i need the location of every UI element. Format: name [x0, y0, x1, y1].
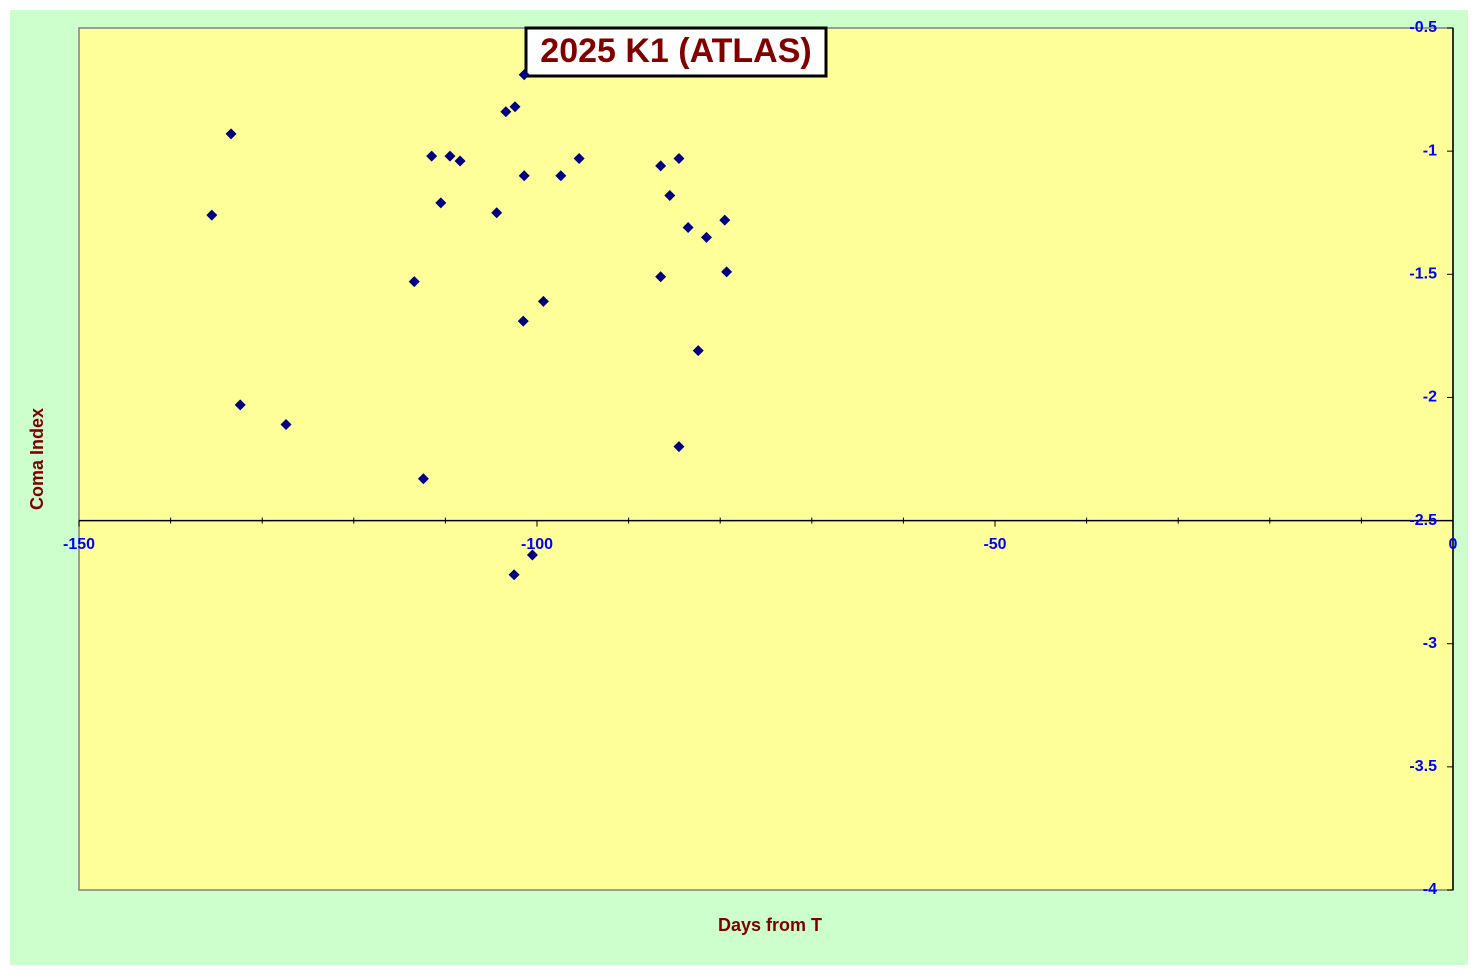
point	[673, 441, 685, 453]
point	[225, 128, 237, 140]
point	[526, 549, 538, 561]
point	[491, 207, 503, 219]
point	[508, 569, 520, 581]
chart-title: 2025 K1 (ATLAS)	[540, 32, 811, 70]
point	[721, 266, 733, 278]
point	[692, 345, 704, 357]
point	[700, 231, 712, 243]
point	[573, 153, 585, 165]
point	[719, 214, 731, 226]
point	[518, 69, 530, 81]
y-tick-label: -1.5	[1409, 266, 1437, 283]
point	[509, 101, 521, 113]
point	[673, 153, 685, 165]
point	[206, 209, 218, 221]
point	[500, 106, 512, 118]
y-tick-label: -3.5	[1409, 758, 1437, 775]
plot-area	[78, 27, 1454, 891]
x-axis-label: Days from T	[718, 915, 822, 935]
x-tick-label: -100	[521, 536, 553, 553]
point	[444, 150, 456, 162]
x-tick-label: 0	[1449, 536, 1458, 553]
title-box	[524, 26, 828, 78]
point	[682, 221, 694, 233]
y-tick-label: -2	[1423, 389, 1437, 406]
point	[435, 197, 447, 209]
point	[426, 150, 438, 162]
y-tick-label: -3	[1423, 635, 1437, 652]
point	[417, 473, 429, 485]
point	[655, 160, 667, 172]
x-tick-label: -50	[983, 536, 1006, 553]
point	[454, 155, 466, 167]
y-tick-label: -4	[1423, 881, 1437, 898]
point	[517, 315, 529, 327]
point	[280, 419, 292, 431]
y-tick-label: -2.5	[1409, 512, 1437, 529]
point	[408, 276, 420, 288]
point	[234, 399, 246, 411]
point	[555, 170, 567, 182]
point	[664, 189, 676, 201]
y-tick-label: -0.5	[1409, 19, 1437, 36]
y-axis-label: Coma Index	[27, 408, 47, 510]
point	[518, 170, 530, 182]
point	[655, 271, 667, 283]
point	[537, 295, 549, 307]
x-tick-label: -150	[63, 536, 95, 553]
y-tick-label: -1	[1423, 142, 1437, 159]
